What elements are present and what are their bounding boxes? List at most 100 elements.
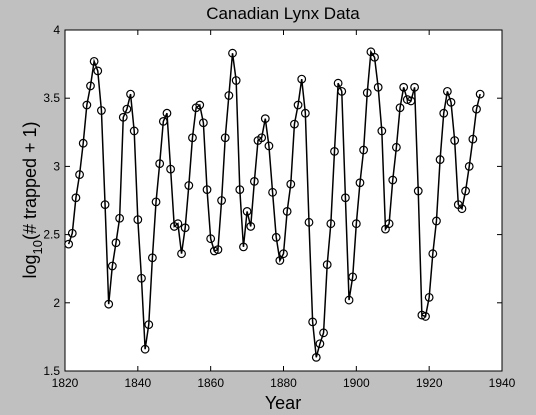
data-point-marker xyxy=(282,207,292,216)
data-point-marker xyxy=(202,185,212,194)
data-point-marker xyxy=(421,312,430,321)
data-point-marker xyxy=(468,134,478,144)
data-point-marker xyxy=(472,104,481,114)
data-point-marker xyxy=(180,223,190,233)
data-point-marker xyxy=(133,215,143,224)
data-point-marker xyxy=(428,249,438,259)
data-point-marker xyxy=(140,344,150,354)
y-tick-label: 2 xyxy=(53,296,60,310)
data-point-marker xyxy=(450,136,460,145)
data-point-marker xyxy=(293,100,303,110)
data-point-marker xyxy=(275,256,285,265)
data-point-marker xyxy=(348,272,358,282)
data-point-marker xyxy=(166,164,176,174)
data-point-marker xyxy=(188,133,197,143)
data-point-marker xyxy=(151,197,161,207)
data-point-marker xyxy=(147,253,157,263)
data-point-marker xyxy=(224,91,234,100)
data-point-marker xyxy=(137,273,146,283)
y-axis-label-subscript: 10 xyxy=(30,240,45,254)
data-point-marker xyxy=(304,217,314,227)
data-point-marker xyxy=(297,74,307,84)
data-point-marker xyxy=(406,96,416,106)
data-point-marker xyxy=(461,186,470,196)
data-point-marker xyxy=(384,219,394,229)
data-point-marker xyxy=(126,89,135,99)
plot-area xyxy=(64,29,503,372)
data-point-marker xyxy=(155,159,165,169)
data-point-marker xyxy=(220,133,230,143)
data-point-marker xyxy=(271,232,281,242)
data-point-marker xyxy=(308,317,318,327)
data-point-marker xyxy=(206,234,216,244)
x-tick-label: 1820 xyxy=(52,376,79,390)
y-tick-label: 1.5 xyxy=(43,364,60,378)
data-point-marker xyxy=(217,196,226,205)
data-point-marker xyxy=(242,207,252,216)
data-point-marker xyxy=(388,175,398,185)
data-point-marker xyxy=(355,178,365,188)
data-point-marker xyxy=(391,142,401,152)
data-point-marker xyxy=(377,126,387,136)
data-point-marker xyxy=(362,88,372,98)
data-point-marker xyxy=(435,155,445,164)
data-point-marker xyxy=(129,126,139,136)
data-point-marker xyxy=(93,66,103,76)
x-tick-label: 1880 xyxy=(270,376,297,390)
data-point-marker xyxy=(370,52,379,62)
data-point-marker xyxy=(359,145,369,155)
data-point-marker xyxy=(311,352,321,362)
data-point-marker xyxy=(228,48,237,58)
data-point-marker xyxy=(104,299,114,309)
data-point-marker xyxy=(213,245,223,255)
x-axis-ticks: 1820 1840 1860 1880 1900 1920 1940 xyxy=(52,30,516,390)
data-point-marker xyxy=(231,76,241,85)
data-point-marker xyxy=(86,81,95,91)
data-point-marker xyxy=(432,216,441,226)
x-axis-label: Year xyxy=(265,393,301,413)
data-point-marker xyxy=(410,82,420,92)
data-point-marker xyxy=(264,141,274,151)
data-point-marker xyxy=(144,320,154,330)
data-point-marker xyxy=(246,222,256,231)
data-point-marker xyxy=(122,104,132,114)
data-point-marker xyxy=(457,204,467,214)
data-point-marker xyxy=(290,119,299,129)
series-layer xyxy=(64,47,485,362)
data-point-marker xyxy=(319,328,328,338)
data-point-marker xyxy=(315,339,325,349)
data-point-marker xyxy=(351,219,361,229)
data-point-marker xyxy=(395,103,405,113)
y-tick-label: 3.5 xyxy=(43,91,60,105)
data-point-marker xyxy=(399,82,409,92)
y-tick-label: 3 xyxy=(53,159,60,173)
data-point-marker xyxy=(424,292,434,302)
x-tick-label: 1900 xyxy=(343,376,370,390)
y-axis-label-prefix: log xyxy=(20,255,40,279)
data-point-marker xyxy=(413,186,423,196)
data-point-marker xyxy=(235,185,245,194)
data-point-marker xyxy=(82,100,92,110)
x-tick-label: 1940 xyxy=(489,376,516,390)
data-point-marker xyxy=(268,187,277,197)
data-point-marker xyxy=(439,108,449,118)
data-point-marker xyxy=(337,86,347,96)
data-point-marker xyxy=(195,100,205,110)
data-point-marker xyxy=(173,219,183,229)
y-axis-label-suffix: (# trapped + 1) xyxy=(20,121,40,240)
data-point-marker xyxy=(89,56,99,66)
data-point-marker xyxy=(184,181,194,190)
data-point-marker xyxy=(71,193,81,203)
data-point-marker xyxy=(341,193,350,203)
data-point-marker xyxy=(322,260,332,270)
data-point-marker xyxy=(100,200,110,209)
chart-title: Canadian Lynx Data xyxy=(206,4,360,23)
y-axis-ticks: 1.5 2 2.5 3 3.5 4 xyxy=(43,23,502,378)
data-point-marker xyxy=(249,177,259,186)
data-point-marker xyxy=(464,161,474,171)
data-point-marker xyxy=(257,133,267,143)
y-tick-label: 2.5 xyxy=(43,228,60,242)
data-point-marker xyxy=(111,238,121,248)
data-point-marker xyxy=(97,106,106,115)
